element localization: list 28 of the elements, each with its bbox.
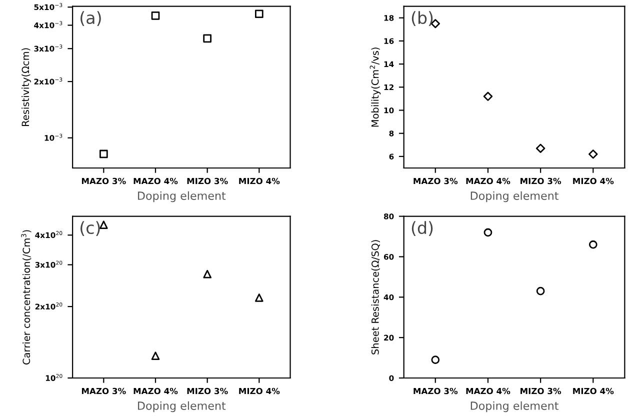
y-axis-title: Resistivity(Ωcm) [22,48,31,126]
x-axis-title: Doping element [470,191,558,202]
x-axis-title: Doping element [138,401,226,412]
x-tick-label: MIZO 3% [187,178,228,184]
annotation: (c) [80,221,100,236]
x-tick-label: MAZO 3% [82,178,126,184]
y-axis-title: Carrier concentration(/Cm$^{3}$) [21,230,32,364]
annotation: (d) [412,221,433,236]
y-axis-title: Sheet Resistance(Ω/SQ) [371,240,380,354]
x-tick-label: MIZO 3% [520,178,562,184]
x-tick-label: MAZO 3% [82,388,126,394]
x-tick-label: MIZO 4% [573,178,614,184]
x-tick-label: MIZO 4% [239,178,280,184]
x-tick-label: MAZO 3% [414,178,458,184]
annotation: (a) [80,11,101,26]
annotation: (b) [412,11,433,26]
x-tick-label: MAZO 4% [134,178,178,184]
x-tick-label: MAZO 4% [466,178,510,184]
x-axis-title: Doping element [138,191,226,202]
x-axis-title: Doping element [470,401,558,412]
x-tick-label: MIZO 3% [187,388,228,394]
x-tick-label: MIZO 4% [573,388,614,394]
x-tick-label: MAZO 4% [466,388,510,394]
y-axis-title: Mobility(Cm$^{2}$/vs) [370,48,381,127]
x-tick-label: MIZO 4% [239,388,280,394]
x-tick-label: MAZO 3% [414,388,458,394]
x-tick-label: MIZO 3% [520,388,562,394]
x-tick-label: MAZO 4% [134,388,178,394]
